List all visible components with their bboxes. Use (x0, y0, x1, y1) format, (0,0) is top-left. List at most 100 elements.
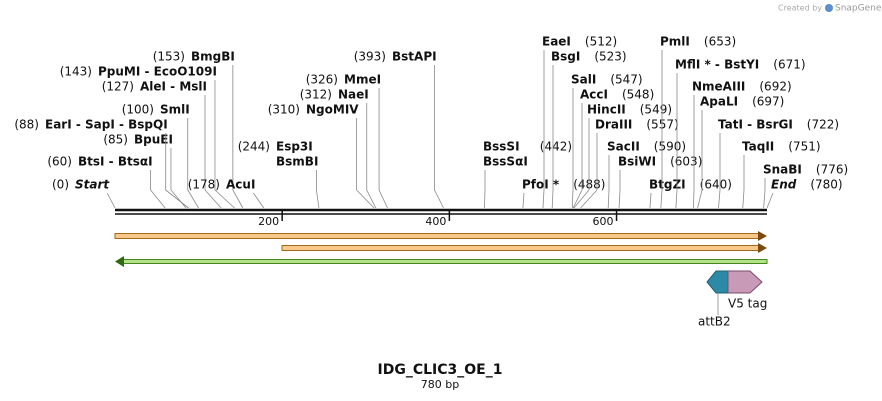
site-line (742, 155, 745, 209)
enzyme-name: Esp3I (276, 140, 313, 154)
site-position: (393) (354, 50, 386, 64)
enzyme-name: ApaLI (700, 95, 738, 109)
site-line (204, 95, 222, 209)
site-line (573, 118, 590, 209)
site-line (232, 65, 244, 209)
site-position: (590) (654, 140, 686, 154)
site-line (607, 155, 610, 209)
site-position: (722) (807, 118, 839, 132)
site-line (551, 65, 554, 209)
site-line (718, 133, 721, 209)
site-line (366, 103, 377, 209)
enzyme-name: AcuI (226, 178, 255, 192)
site-position: (780) (810, 178, 842, 192)
tick-label: 400 (425, 215, 446, 228)
enzyme-name: BssSαI (483, 155, 528, 169)
site-position: (548) (622, 88, 654, 102)
feature-label: V5 tag (728, 297, 767, 311)
site-line (572, 103, 583, 209)
site-line (542, 50, 545, 209)
site-line (106, 192, 116, 209)
enzyme-name: BstAPI (392, 50, 437, 64)
map-length: 780 bp (421, 378, 459, 391)
tick-label: 200 (258, 215, 279, 228)
site-position: (549) (640, 103, 672, 117)
site-position: (0) (52, 178, 69, 192)
ticks: 200 400 600 (258, 210, 618, 228)
site-position: (671) (773, 58, 805, 72)
site-position: (60) (47, 155, 72, 169)
enzyme-name: HincII (587, 103, 626, 117)
enzyme-name: EarI - SapI - BspQI (45, 118, 168, 132)
enzyme-name: PmlI (660, 35, 690, 49)
site-position: (512) (585, 35, 617, 49)
enzyme-name: NaeI (338, 88, 369, 102)
site-line (484, 170, 486, 209)
site-position: (326) (306, 73, 338, 87)
site-position: (153) (153, 50, 185, 64)
enzyme-name: NgoMIV (306, 103, 359, 117)
orf-arrow (114, 231, 767, 241)
site-position: (310) (268, 103, 300, 117)
enzyme-name: BmgBI (191, 50, 235, 64)
site-line (660, 50, 663, 209)
site-line (434, 65, 444, 209)
enzyme-name: AleI - MslI (140, 80, 207, 94)
enzyme-name: TatI - BsrGI (718, 118, 793, 132)
tick-label: 600 (593, 215, 614, 228)
enzyme-name: BssSI (483, 140, 520, 154)
site-line (693, 95, 695, 209)
enzyme-name: BpuEI (134, 133, 173, 147)
site-position: (557) (646, 118, 678, 132)
enzyme-name: MflI * - BstYI (675, 58, 759, 72)
enzyme-name: EaeI (542, 35, 571, 49)
enzyme-name: SmlI (160, 103, 190, 117)
sites: Start (0) BtsI - BtsαI (60) BpuEI (85)EarI - … (14, 35, 848, 209)
site-line (763, 178, 766, 209)
orf-arrow (115, 256, 768, 267)
site-line (187, 118, 199, 209)
site-position: (603) (670, 155, 702, 169)
site-position: (692) (759, 80, 791, 94)
enzyme-name: BsiWI (618, 155, 656, 169)
site-position: (547) (610, 73, 642, 87)
enzyme-name: TaqII (742, 140, 774, 154)
orf-arrow (281, 243, 767, 253)
site-position: (127) (102, 80, 134, 94)
site-position: (178) (188, 178, 220, 192)
site-line (378, 88, 388, 209)
site-line (571, 88, 574, 209)
site-line (522, 192, 525, 209)
enzyme-name: SalI (571, 73, 596, 87)
site-position: (442) (540, 140, 572, 154)
site-line (766, 192, 774, 209)
enzyme-name: End (771, 178, 797, 192)
site-line (580, 133, 598, 209)
site-position: (143) (60, 65, 92, 79)
site-line (316, 170, 320, 209)
enzyme-name: Start (75, 178, 110, 192)
site-position: (100) (122, 103, 154, 117)
site-line (170, 148, 187, 209)
enzyme-name: MmeI (344, 73, 381, 87)
enzyme-name: SacII (607, 140, 640, 154)
site-position: (640) (700, 178, 732, 192)
brand: SnapGene (835, 4, 882, 14)
site-position: (312) (300, 88, 332, 102)
credit: Created by (778, 4, 822, 13)
feature-label: attB2 (698, 315, 731, 329)
feature-v5 (727, 270, 763, 294)
site-position: (751) (788, 140, 820, 154)
site-line (697, 110, 703, 209)
site-position: (88) (14, 118, 39, 132)
enzyme-name: BsgI (551, 50, 580, 64)
enzyme-name: PfoI * (522, 178, 560, 192)
site-line (165, 133, 189, 209)
enzyme-name: BsmBI (276, 155, 318, 169)
map-title: IDG_CLIC3_OE_1 (378, 362, 503, 378)
site-position: (653) (704, 35, 736, 49)
enzyme-name: BtsI - BtsαI (78, 155, 153, 169)
site-position: (523) (594, 50, 626, 64)
site-line (356, 118, 375, 209)
site-line (675, 73, 678, 209)
